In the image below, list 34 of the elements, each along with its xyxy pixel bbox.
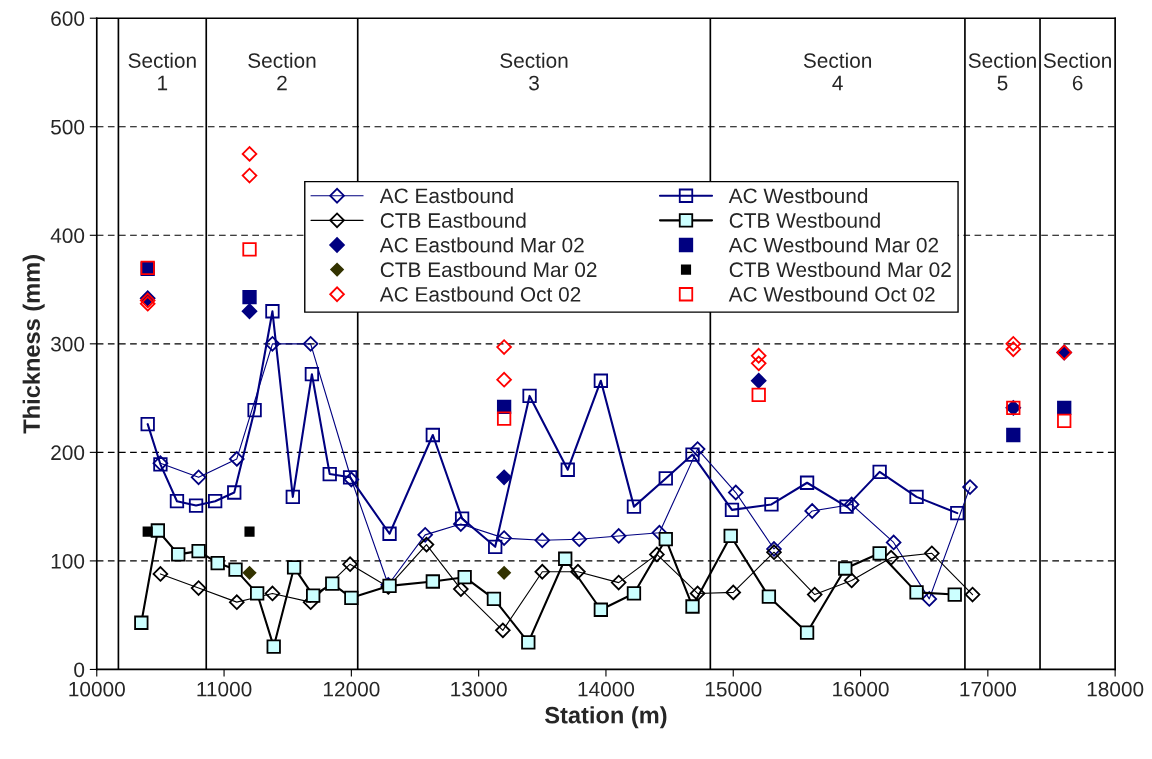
legend-label: AC Westbound Oct 02 [728,286,935,302]
annotation: Section 3 [500,52,568,91]
y-tick-label: 100 [51,553,85,569]
x-tick-label: 13000 [451,681,507,697]
annotation: Section 6 [1043,52,1111,91]
annotation: Section 2 [248,52,316,91]
legend-label: CTB Eastbound [380,212,526,228]
x-tick-label: 14000 [578,681,635,697]
x-tick-label: 11000 [197,681,252,697]
x-tick-label: 12000 [323,681,380,697]
legend-label: CTB Eastbound Mar 02 [380,261,597,278]
x-tick-label: 17000 [960,681,1016,697]
legend-label: AC Westbound [728,187,868,204]
legend-label: CTB Westbound Mar 02 [729,261,951,278]
y-tick-label: 300 [51,336,85,352]
y-tick-label: 500 [51,119,85,135]
legend-label: AC Eastbound [379,187,513,204]
annotation: Section 1 [128,52,196,91]
y-axis-title: Thickness (mm) [22,255,45,434]
annotation: Section 5 [968,52,1036,91]
x-axis-title: Station (m) [544,706,667,729]
x-tick-label: 16000 [833,681,889,697]
legend-label: CTB Westbound [729,212,880,228]
x-tick-label: 15000 [705,681,762,697]
y-tick-label: 200 [51,445,85,461]
y-tick-label: 400 [50,228,85,244]
x-tick-label: 18000 [1087,681,1144,697]
y-tick-label: 0 [74,662,85,678]
y-tick-label: 600 [51,11,85,26]
annotation: Section 4 [803,52,872,91]
legend-label: AC Westbound Mar 02 [728,237,939,253]
legend-label: AC Eastbound Mar 02 [379,237,584,253]
x-tick-label: 10000 [69,681,125,697]
legend-label: AC Eastbound Oct 02 [379,286,581,302]
